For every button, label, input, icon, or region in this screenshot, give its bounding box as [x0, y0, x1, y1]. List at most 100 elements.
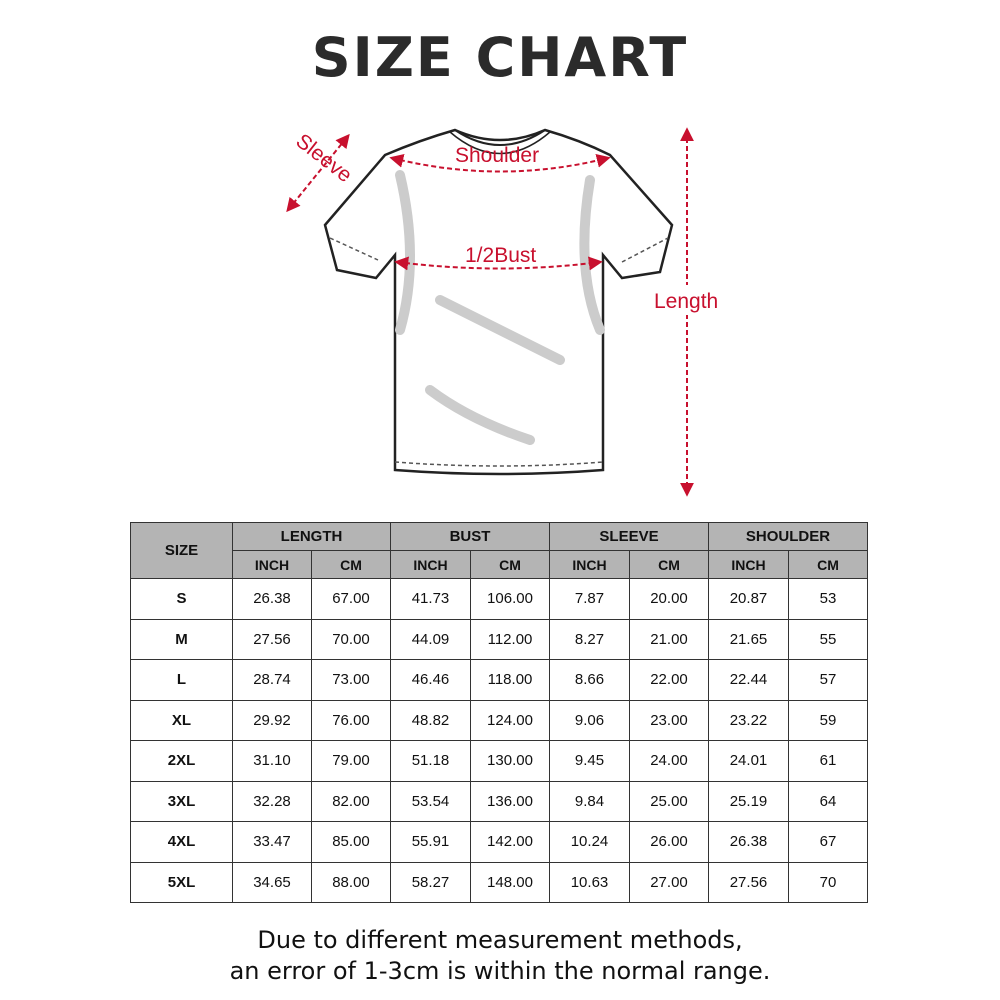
- measurement-cell: 130.00: [470, 740, 550, 782]
- measurement-cell: 142.00: [470, 821, 550, 863]
- measurement-cell: 9.84: [549, 780, 630, 822]
- measurement-cell: 41.73: [390, 578, 471, 620]
- measurement-cell: 106.00: [470, 578, 550, 620]
- measurement-cell: 27.00: [629, 861, 709, 903]
- measurement-cell: 23.22: [708, 699, 789, 741]
- measurement-cell: 8.27: [549, 618, 630, 660]
- measurement-cell: 79.00: [311, 740, 391, 782]
- size-cell: L: [130, 659, 233, 701]
- tshirt-icon: [323, 128, 674, 476]
- page-title: SIZE CHART: [311, 26, 689, 89]
- group-header-sleeve: SLEEVE: [549, 522, 709, 551]
- group-header-bust: BUST: [390, 522, 550, 551]
- note-line-2: an error of 1-3cm is within the normal r…: [229, 957, 771, 985]
- measurement-cell: 20.87: [708, 578, 789, 620]
- table-row: M 27.56 70.00 44.09 112.00 8.27 21.00 21.65 55: [130, 618, 868, 660]
- measurement-cell: 23.00: [629, 699, 709, 741]
- measurement-cell: 33.47: [232, 821, 312, 863]
- measurement-cell: 25.00: [629, 780, 709, 822]
- unit-header-cm: CM: [629, 550, 709, 579]
- measurement-cell: 22.44: [708, 659, 789, 701]
- measurement-cell: 118.00: [470, 659, 550, 701]
- measurement-cell: 26.38: [232, 578, 312, 620]
- unit-header-inch: INCH: [708, 550, 789, 579]
- measurement-cell: 20.00: [629, 578, 709, 620]
- tshirt-diagram: Sleeve Shoulder 1/2Bust Length: [286, 127, 722, 497]
- measurement-cell: 124.00: [470, 699, 550, 741]
- size-cell: 2XL: [130, 740, 233, 782]
- measurement-cell: 73.00: [311, 659, 391, 701]
- measurement-cell: 112.00: [470, 618, 550, 660]
- size-cell: 5XL: [130, 861, 233, 903]
- length-label: Length: [654, 290, 718, 313]
- measurement-cell: 53: [788, 578, 868, 620]
- size-table: SIZE LENGTH BUST SLEEVE SHOULDER INCH CM I…: [130, 522, 868, 903]
- measurement-cell: 48.82: [390, 699, 471, 741]
- unit-header-inch: INCH: [549, 550, 630, 579]
- size-cell: S: [130, 578, 233, 620]
- measurement-cell: 44.09: [390, 618, 471, 660]
- measurement-cell: 24.01: [708, 740, 789, 782]
- unit-header-cm: CM: [788, 550, 868, 579]
- unit-header-cm: CM: [311, 550, 391, 579]
- measurement-cell: 34.65: [232, 861, 312, 903]
- measurement-cell: 10.63: [549, 861, 630, 903]
- measurement-cell: 55: [788, 618, 868, 660]
- measurement-cell: 29.92: [232, 699, 312, 741]
- measurement-cell: 82.00: [311, 780, 391, 822]
- table-row: XL 29.92 76.00 48.82 124.00 9.06 23.00 23.22 59: [130, 699, 868, 741]
- group-header-shoulder: SHOULDER: [708, 522, 868, 551]
- unit-header-inch: INCH: [232, 550, 312, 579]
- measurement-cell: 46.46: [390, 659, 471, 701]
- measurement-cell: 27.56: [232, 618, 312, 660]
- measurement-cell: 21.65: [708, 618, 789, 660]
- measurement-cell: 27.56: [708, 861, 789, 903]
- table-row: 5XL 34.65 88.00 58.27 148.00 10.63 27.00 27.56 7…: [130, 861, 868, 903]
- measurement-cell: 10.24: [549, 821, 630, 863]
- measurement-cell: 85.00: [311, 821, 391, 863]
- measurement-cell: 24.00: [629, 740, 709, 782]
- measurement-cell: 58.27: [390, 861, 471, 903]
- measurement-note: Due to different measurement methods, an…: [0, 925, 1000, 987]
- measurement-cell: 51.18: [390, 740, 471, 782]
- size-cell: 4XL: [130, 821, 233, 863]
- size-cell: 3XL: [130, 780, 233, 822]
- note-line-1: Due to different measurement methods,: [257, 926, 743, 954]
- measurement-cell: 32.28: [232, 780, 312, 822]
- measurement-cell: 136.00: [470, 780, 550, 822]
- size-cell: M: [130, 618, 233, 660]
- measurement-cell: 64: [788, 780, 868, 822]
- measurement-cell: 8.66: [549, 659, 630, 701]
- measurement-cell: 67.00: [311, 578, 391, 620]
- measurement-cell: 67: [788, 821, 868, 863]
- measurement-cell: 9.06: [549, 699, 630, 741]
- measurement-cell: 70: [788, 861, 868, 903]
- group-header-length: LENGTH: [232, 522, 391, 551]
- table-row: 2XL 31.10 79.00 51.18 130.00 9.45 24.00 24.01 61: [130, 740, 868, 782]
- unit-header-inch: INCH: [390, 550, 471, 579]
- measurement-cell: 76.00: [311, 699, 391, 741]
- measurement-cell: 55.91: [390, 821, 471, 863]
- measurement-cell: 53.54: [390, 780, 471, 822]
- table-row: 3XL 32.28 82.00 53.54 136.00 9.84 25.00 25.19 64: [130, 780, 868, 822]
- measurement-cell: 21.00: [629, 618, 709, 660]
- measurement-cell: 59: [788, 699, 868, 741]
- measurement-cell: 26.38: [708, 821, 789, 863]
- measurement-cell: 88.00: [311, 861, 391, 903]
- measurement-cell: 148.00: [470, 861, 550, 903]
- measurement-cell: 28.74: [232, 659, 312, 701]
- table-row: S 26.38 67.00 41.73 106.00 7.87 20.00 20.87 53: [130, 578, 868, 620]
- unit-header-cm: CM: [470, 550, 550, 579]
- size-cell: XL: [130, 699, 233, 741]
- measurement-cell: 9.45: [549, 740, 630, 782]
- measurement-cell: 7.87: [549, 578, 630, 620]
- measurement-cell: 22.00: [629, 659, 709, 701]
- table-row: 4XL 33.47 85.00 55.91 142.00 10.24 26.00 26.38 6…: [130, 821, 868, 863]
- measurement-cell: 70.00: [311, 618, 391, 660]
- measurement-cell: 31.10: [232, 740, 312, 782]
- measurement-cell: 57: [788, 659, 868, 701]
- bust-label: 1/2Bust: [465, 244, 536, 267]
- shoulder-label: Shoulder: [455, 144, 539, 167]
- table-row: L 28.74 73.00 46.46 118.00 8.66 22.00 22.44 57: [130, 659, 868, 701]
- shoulder-arrow: [389, 153, 611, 173]
